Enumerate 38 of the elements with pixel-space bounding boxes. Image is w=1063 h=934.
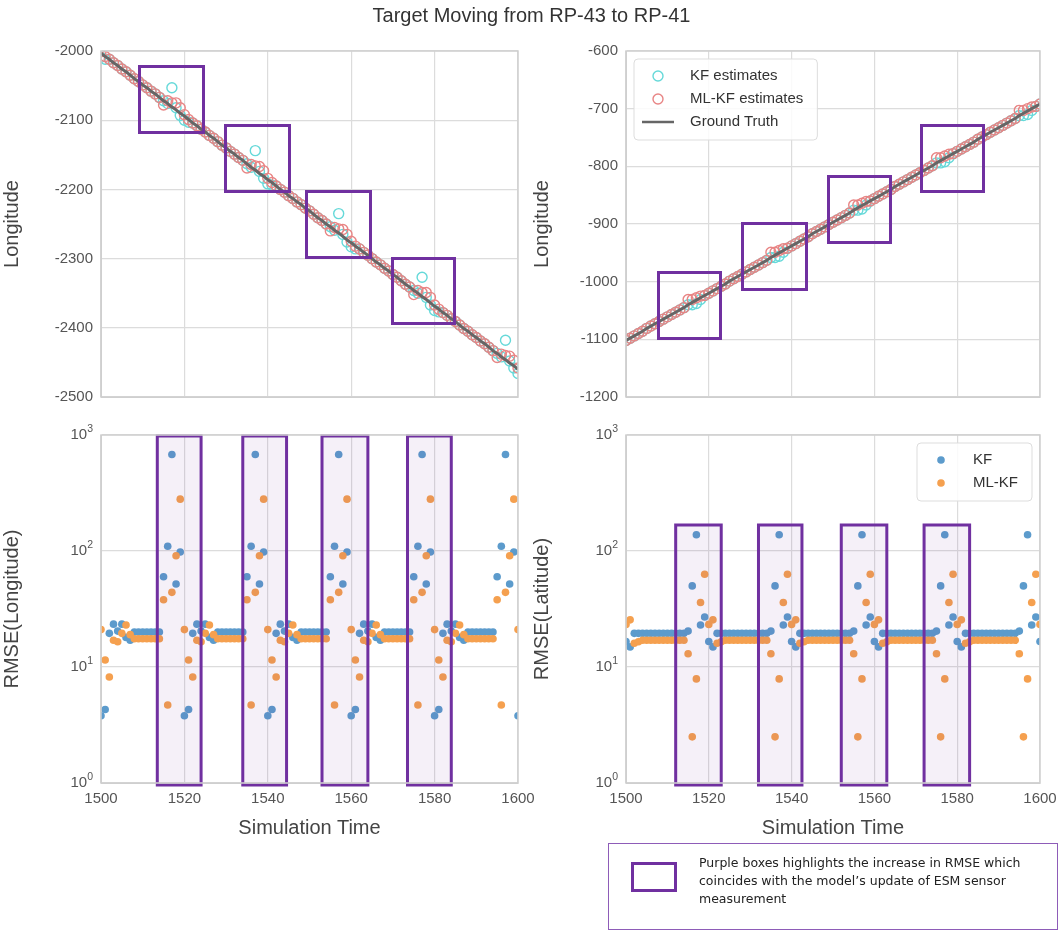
legend-label: KF estimates — [690, 66, 778, 84]
x-tick-label: 1600 — [501, 789, 535, 807]
y-tick-label: -900 — [587, 214, 619, 232]
y-tick-label: -1200 — [579, 387, 619, 405]
legend-label: ML-KF — [973, 473, 1018, 491]
y-tick-label: -800 — [587, 156, 619, 174]
x-tick-label: 1580 — [417, 789, 452, 807]
x-tick-label: 1560 — [334, 789, 368, 807]
x-tick-label: 1580 — [940, 789, 974, 807]
x-tick-label: 1540 — [251, 789, 285, 807]
x-tick-label: 1520 — [167, 789, 202, 807]
y-tick-label: -2200 — [54, 179, 94, 197]
y-axis-title: Longitude — [529, 180, 552, 268]
y-tick-label: -1000 — [579, 271, 619, 289]
y-axis-title: RMSE(Latitude) — [529, 537, 552, 681]
y-axis-title: RMSE(Longitude) — [0, 529, 22, 689]
legend-label: KF — [973, 450, 993, 468]
y-axis-title: Longitude — [0, 180, 22, 268]
x-tick-label: 1500 — [609, 789, 643, 807]
x-axis-title: Simulation Time — [761, 815, 905, 838]
y-tick-label: -600 — [587, 41, 619, 59]
note-frame: Purple boxes highlights the increase in RMSE which coincides with the model’s update of ESM sensor measurement — [608, 843, 1058, 930]
x-tick-label: 1520 — [692, 789, 726, 807]
x-tick-label: 1600 — [1023, 789, 1057, 807]
y-tick-label: -2300 — [54, 248, 94, 266]
y-tick-label: -2500 — [54, 387, 94, 405]
x-tick-label: 1540 — [774, 789, 809, 807]
x-tick-label: 1500 — [84, 789, 118, 807]
legend-label: Ground Truth — [690, 112, 779, 130]
x-tick-label: 1560 — [857, 789, 892, 807]
y-tick-label: -2000 — [54, 41, 94, 59]
chart-title: Target Moving from RP-43 to RP-41 — [371, 4, 692, 27]
y-tick-label: -2400 — [54, 317, 94, 335]
y-tick-label: -700 — [587, 98, 619, 116]
legend-label: ML-KF estimates — [690, 89, 804, 107]
y-tick-label: -1100 — [580, 329, 619, 347]
x-axis-title: Simulation Time — [238, 815, 381, 838]
y-tick-label: -2100 — [54, 110, 94, 128]
